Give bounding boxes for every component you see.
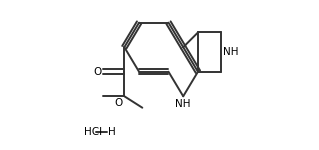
Text: O: O (115, 98, 123, 108)
Text: NH: NH (223, 47, 238, 57)
Text: H: H (108, 127, 116, 137)
Text: NH: NH (175, 99, 191, 109)
Text: HCl: HCl (84, 127, 102, 137)
Text: O: O (93, 67, 101, 77)
